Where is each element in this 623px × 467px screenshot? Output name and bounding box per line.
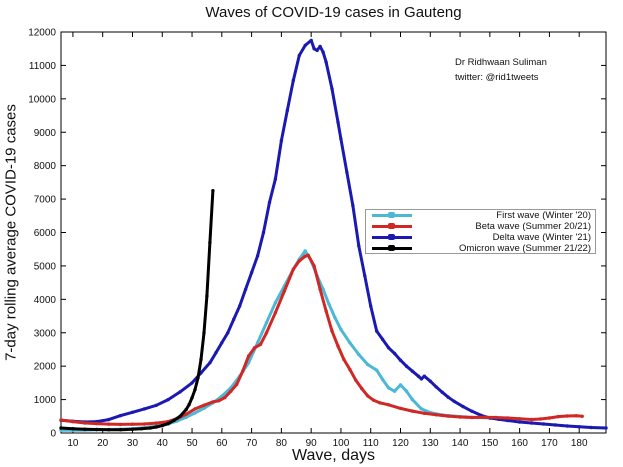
x-ticks: 10 20 30 40 50 60 70 80 90 100 110 120 130 140 150 160 1…: [67, 32, 588, 449]
svg-text:1000: 1000: [34, 395, 57, 406]
svg-text:5000: 5000: [34, 261, 57, 272]
svg-text:4000: 4000: [34, 295, 57, 306]
svg-text:9000: 9000: [34, 128, 57, 139]
author-twitter-handle: twitter: @rid1tweets: [455, 71, 539, 83]
svg-text:40: 40: [157, 438, 169, 449]
svg-text:90: 90: [306, 438, 318, 449]
svg-text:170: 170: [541, 438, 558, 449]
series-first-wave: [59, 249, 492, 432]
svg-text:10: 10: [67, 438, 79, 449]
legend-row-3: Omicron wave (Summer 21/22): [366, 243, 595, 254]
series-delta-wave: [59, 38, 608, 430]
svg-text:12000: 12000: [28, 28, 56, 39]
svg-text:140: 140: [452, 438, 469, 449]
legend-label-omicron-wave: Omicron wave (Summer 21/22): [459, 242, 591, 254]
svg-text:150: 150: [482, 438, 499, 449]
legend-label-first-wave: First wave (Winter '20): [496, 209, 591, 221]
legend: First wave (Winter '20) Beta wave (Summe…: [365, 209, 596, 254]
x-axis-label: Wave, days: [292, 447, 375, 464]
svg-text:8000: 8000: [34, 161, 57, 172]
series-beta-wave: [59, 253, 584, 427]
svg-text:60: 60: [216, 438, 228, 449]
svg-text:100: 100: [333, 438, 350, 449]
beta-wave-line-sample-icon: [372, 221, 412, 232]
legend-row-1: Beta wave (Summer 20/21): [366, 221, 595, 232]
svg-text:130: 130: [422, 438, 439, 449]
svg-text:120: 120: [392, 438, 409, 449]
svg-text:80: 80: [276, 438, 288, 449]
legend-row-0: First wave (Winter '20): [366, 210, 595, 221]
first-wave-line-sample-icon: [372, 210, 412, 221]
svg-text:50: 50: [186, 438, 198, 449]
author-annotation: Dr Ridhwaan Suliman twitter: @rid1tweets: [455, 56, 547, 85]
svg-text:0: 0: [50, 429, 56, 440]
author-name: Dr Ridhwaan Suliman: [455, 57, 547, 68]
svg-text:10000: 10000: [28, 94, 56, 105]
svg-text:160: 160: [511, 438, 528, 449]
svg-text:110: 110: [363, 438, 379, 449]
svg-text:20: 20: [97, 438, 109, 449]
legend-label-delta-wave: Delta wave (Winter '21): [492, 231, 591, 243]
svg-text:30: 30: [127, 438, 139, 449]
svg-text:7000: 7000: [34, 195, 57, 206]
legend-row-2: Delta wave (Winter '21): [366, 232, 595, 243]
chart-title: Waves of COVID-19 cases in Gauteng: [205, 4, 462, 21]
series-omicron-wave: [59, 189, 215, 432]
svg-text:2000: 2000: [34, 362, 57, 373]
svg-text:70: 70: [246, 438, 258, 449]
svg-text:6000: 6000: [34, 228, 57, 239]
delta-wave-line-sample-icon: [372, 232, 412, 243]
svg-text:11000: 11000: [29, 61, 57, 72]
svg-text:180: 180: [571, 438, 588, 449]
omicron-wave-line-sample-icon: [372, 243, 412, 254]
svg-text:3000: 3000: [34, 328, 57, 339]
legend-label-beta-wave: Beta wave (Summer 20/21): [475, 220, 591, 232]
y-ticks: 0 1000 2000 3000 4000 5000 6000 7000 8000 9000 100…: [28, 28, 606, 440]
